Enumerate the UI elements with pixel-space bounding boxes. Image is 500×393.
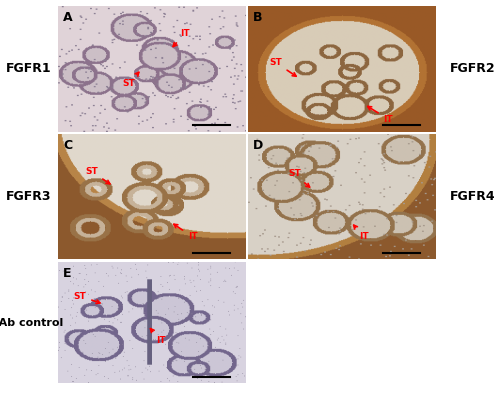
Text: IT: IT [368,107,393,123]
Text: FGFR3: FGFR3 [6,190,52,203]
Text: B: B [253,11,262,24]
Text: ST: ST [85,167,110,184]
Text: FGFR4: FGFR4 [450,190,496,203]
Text: E: E [63,267,72,280]
Text: IT: IT [150,329,166,345]
Text: ST: ST [122,72,139,88]
Text: IT: IT [174,224,198,241]
Text: C: C [63,139,72,152]
Text: D: D [253,139,264,152]
Text: ST: ST [74,292,100,303]
Text: ST: ST [288,169,310,187]
Text: IT: IT [173,29,190,46]
Text: FGFR1: FGFR1 [6,62,52,75]
Text: -Ab control: -Ab control [0,318,63,328]
Text: IT: IT [354,225,368,241]
Text: A: A [63,11,73,24]
Text: ST: ST [269,58,296,76]
Text: FGFR2: FGFR2 [450,62,496,75]
